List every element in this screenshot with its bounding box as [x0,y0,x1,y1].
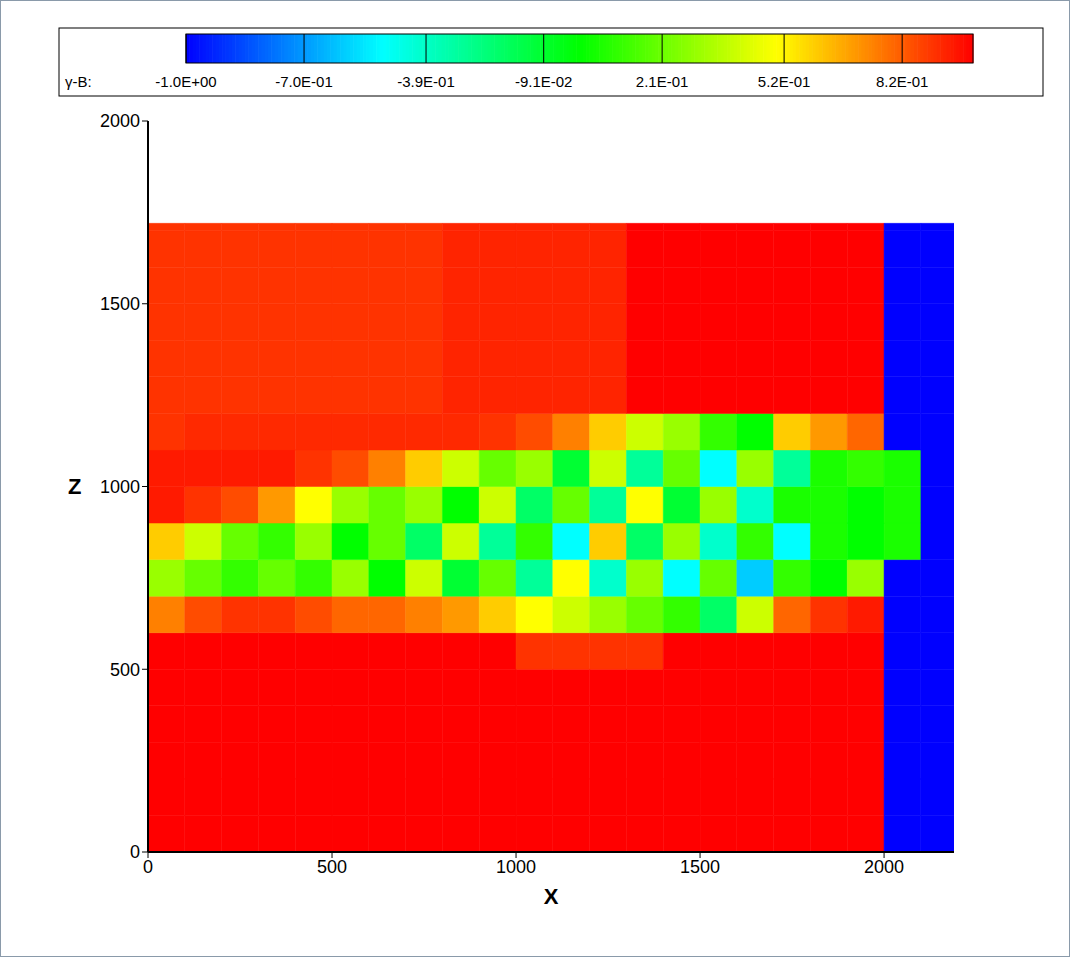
svg-text:2000: 2000 [100,111,140,131]
svg-text:1500: 1500 [680,857,720,877]
svg-text:2.1E-01: 2.1E-01 [636,73,689,90]
svg-text:1000: 1000 [496,857,536,877]
svg-text:γ-B:: γ-B: [65,73,92,90]
svg-text:500: 500 [317,857,347,877]
svg-text:8.2E-01: 8.2E-01 [876,73,929,90]
svg-text:X: X [544,884,559,909]
svg-text:1500: 1500 [100,294,140,314]
svg-text:0: 0 [143,857,153,877]
svg-text:0: 0 [130,842,140,862]
svg-text:5.2E-01: 5.2E-01 [758,73,811,90]
svg-text:-1.0E+00: -1.0E+00 [155,73,216,90]
svg-text:Z: Z [68,474,81,499]
svg-text:-9.1E-02: -9.1E-02 [515,73,573,90]
svg-text:1000: 1000 [100,477,140,497]
svg-text:-3.9E-01: -3.9E-01 [397,73,455,90]
svg-text:2000: 2000 [864,857,904,877]
svg-text:-7.0E-01: -7.0E-01 [275,73,333,90]
svg-text:500: 500 [110,660,140,680]
